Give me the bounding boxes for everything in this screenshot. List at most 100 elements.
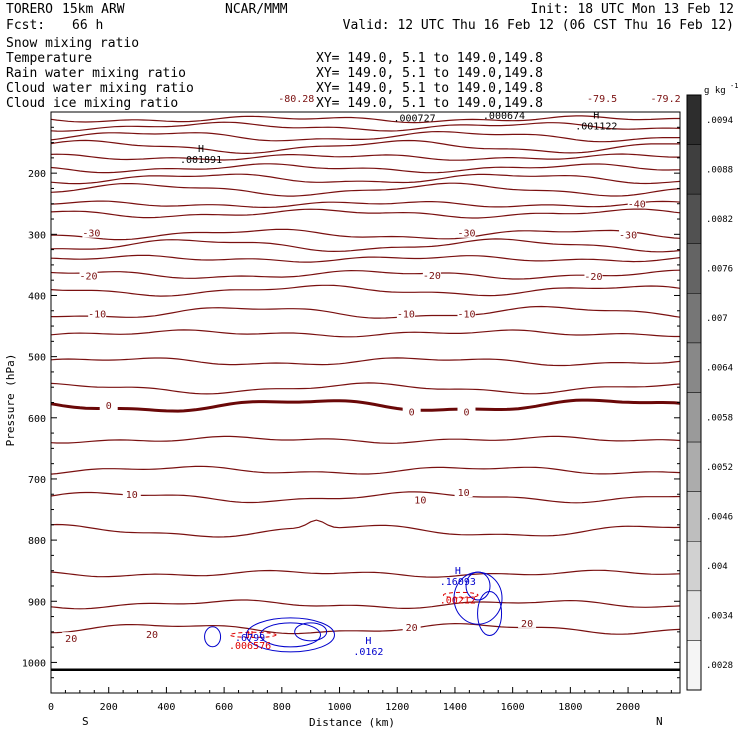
legend-entry: Temperature bbox=[6, 51, 92, 66]
contour-label-bg bbox=[62, 632, 81, 644]
y-tick-label: 200 bbox=[28, 169, 46, 180]
contour-label-bg bbox=[454, 486, 473, 498]
plot-inner: -30 -30 -30 -40 -20 -20 -20 -10 -10 -10 0 0 0 10 10 10 2… bbox=[51, 115, 680, 672]
colorbar-level-label: .004 bbox=[706, 562, 728, 572]
temperature-contour bbox=[51, 465, 680, 475]
contour-label: 0 bbox=[463, 407, 469, 418]
legend-xy-range: XY= 149.0, 5.1 to 149.0,149.8 bbox=[316, 51, 543, 66]
x-tick-label: 800 bbox=[273, 702, 291, 713]
colorbar-level-label: .0052 bbox=[706, 463, 733, 473]
contour-label: -20 bbox=[423, 271, 441, 282]
contour-label-bg bbox=[88, 307, 107, 319]
valid-time: Valid: 12 UTC Thu 16 Feb 12 (06 CST Thu … bbox=[343, 18, 734, 33]
extremum-mark: H bbox=[198, 144, 204, 155]
contour-label: 10 bbox=[414, 495, 426, 506]
x-tick-label: 200 bbox=[100, 702, 118, 713]
temperature-contour bbox=[51, 519, 680, 538]
temperature-contour bbox=[51, 182, 680, 197]
colorbar-swatch bbox=[686, 541, 702, 592]
x-tick-label: 1600 bbox=[501, 702, 525, 713]
temperature-contour bbox=[51, 435, 680, 444]
colorbar-swatch bbox=[686, 293, 702, 344]
temperature-contour bbox=[51, 329, 680, 338]
contour-label: 20 bbox=[521, 619, 533, 630]
colorbar: g kg -1 .0094 .0088 .0082 .0076 .007 .0064 .00… bbox=[686, 82, 738, 691]
temperature-contour bbox=[51, 382, 680, 395]
x-axis-north-end: N bbox=[656, 715, 663, 728]
contour-label: -30 bbox=[619, 231, 637, 242]
x-tick-label: 1000 bbox=[327, 702, 351, 713]
extremum-value: .0162 bbox=[353, 647, 383, 658]
temperature-contour bbox=[51, 569, 680, 578]
temperature-contour bbox=[51, 115, 680, 124]
x-tick-label: 0 bbox=[48, 702, 54, 713]
temperature-contour bbox=[51, 254, 680, 263]
x-axis-south-end: S bbox=[82, 715, 89, 728]
temperature-contour bbox=[51, 228, 680, 241]
legend-entry: Cloud ice mixing ratio bbox=[6, 96, 178, 111]
extremum-value: .00212 bbox=[440, 595, 476, 606]
rain-water-contour bbox=[442, 591, 479, 599]
contour-label: -30 bbox=[82, 229, 100, 240]
plot-area: -30 -30 -30 -40 -20 -20 -20 -10 -10 -10 0 0 0 10 10 10 2… bbox=[50, 94, 681, 694]
contour-label: -10 bbox=[397, 309, 415, 320]
contour-label: 10 bbox=[458, 488, 470, 499]
forecast-label: Fcst: bbox=[6, 18, 45, 33]
legend-entry: Snow mixing ratio bbox=[6, 36, 139, 51]
y-tick-label: 1000 bbox=[22, 658, 46, 669]
colorbar-level-label: .0058 bbox=[706, 413, 733, 423]
contour-label-bg bbox=[402, 405, 421, 417]
y-tick-label: 300 bbox=[28, 230, 46, 241]
temperature-contour bbox=[51, 163, 680, 174]
contour-label: -20 bbox=[79, 272, 97, 283]
contour-label: 10 bbox=[126, 490, 138, 501]
temperature-contour bbox=[51, 153, 680, 161]
contour-label: 20 bbox=[146, 630, 158, 641]
colorbar-swatch bbox=[686, 94, 702, 145]
legend-xy-range: XY= 149.0, 5.1 to 149.0,149.8 bbox=[316, 96, 543, 111]
legend-xy-range: XY= 149.0, 5.1 to 149.0,149.8 bbox=[316, 81, 543, 96]
organization: NCAR/MMM bbox=[225, 2, 288, 17]
contour-label: 0 bbox=[409, 407, 415, 418]
y-axis-label: Pressure (hPa) bbox=[4, 354, 17, 447]
colorbar-swatch bbox=[686, 590, 702, 641]
temperature-contour bbox=[51, 121, 680, 132]
contour-label: 20 bbox=[65, 634, 77, 645]
cloud-water-contour bbox=[259, 622, 321, 648]
colorbar-level-label: .0064 bbox=[706, 364, 733, 374]
y-tick-label: 500 bbox=[28, 353, 46, 364]
colorbar-level-label: .0028 bbox=[706, 661, 733, 671]
colorbar-level-label: .0082 bbox=[706, 215, 733, 225]
forecast-hour: 66 h bbox=[72, 18, 103, 33]
colorbar-unit-exponent: -1 bbox=[730, 82, 738, 90]
legend-entry: Cloud water mixing ratio bbox=[6, 81, 194, 96]
temperature-contour bbox=[51, 173, 680, 185]
top-value-label: -79.2 bbox=[651, 94, 681, 105]
colorbar-swatch bbox=[686, 193, 702, 245]
contour-label-bg bbox=[457, 405, 476, 417]
y-tick-label: 700 bbox=[28, 475, 46, 486]
model-name: TORERO bbox=[6, 2, 53, 17]
extremum-mark: H bbox=[365, 636, 371, 647]
temperature-contour bbox=[51, 284, 680, 297]
temperature-contour bbox=[51, 269, 680, 280]
extremum-mark: H bbox=[593, 110, 599, 121]
temperature-contour bbox=[51, 200, 680, 209]
init-time: Init: 18 UTC Mon 13 Feb 12 bbox=[531, 2, 735, 17]
extremum-mark: H bbox=[247, 630, 253, 641]
contour-label-bg bbox=[457, 226, 476, 238]
extremum-value: .6799 bbox=[235, 633, 265, 644]
contour-label-bg bbox=[142, 627, 161, 639]
y-tick-label: 900 bbox=[28, 597, 46, 608]
temperature-contour bbox=[51, 130, 680, 143]
contour-label-bg bbox=[122, 487, 141, 499]
contour-label: -40 bbox=[628, 199, 646, 210]
temperature-contour bbox=[51, 139, 680, 155]
temperature-contour bbox=[51, 599, 680, 610]
x-tick-label: 1800 bbox=[558, 702, 582, 713]
y-tick-label: 600 bbox=[28, 414, 46, 425]
temperature-contour bbox=[51, 208, 680, 219]
temperature-contour bbox=[51, 238, 680, 253]
colorbar-level-label: .0076 bbox=[706, 265, 733, 275]
